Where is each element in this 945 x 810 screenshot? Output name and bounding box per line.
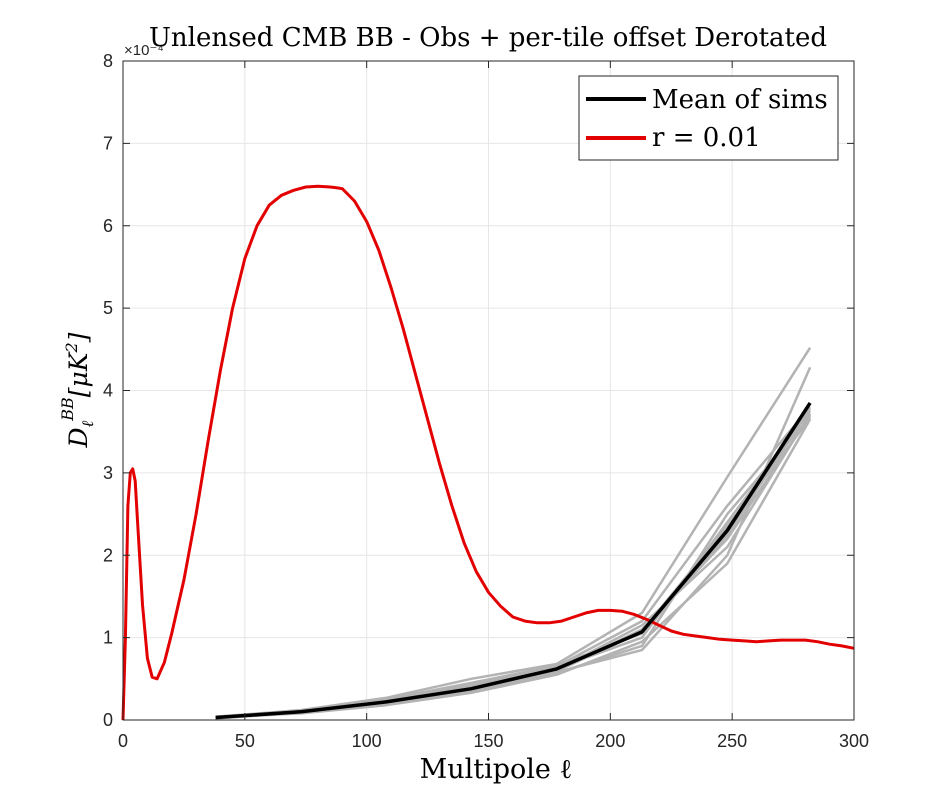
y-tick-label: 7 xyxy=(103,133,113,153)
legend: Mean of sims r = 0.01 xyxy=(578,75,839,161)
y-axis-label-sub: ℓ xyxy=(78,420,97,427)
y-axis-label-sup: BB xyxy=(58,397,77,422)
series-line-theory xyxy=(121,184,855,721)
y-tick-label: 0 xyxy=(103,710,113,730)
legend-box xyxy=(578,75,839,161)
sim-realization-line xyxy=(215,407,812,718)
x-tick-label: 300 xyxy=(839,731,869,751)
x-axis-label: Multipole ℓ xyxy=(420,754,573,785)
x-tick-label: 0 xyxy=(118,731,128,751)
y-axis-label-main: D xyxy=(64,427,93,448)
y-tick-label: 3 xyxy=(103,463,113,483)
x-tick-label: 50 xyxy=(235,731,255,751)
y-tick-label: 4 xyxy=(103,381,113,401)
x-tick-label: 100 xyxy=(352,731,382,751)
y-scale-label: ×10⁻⁴ xyxy=(124,42,164,59)
x-axis-ticks: 0 50 100 150 200 250 300 xyxy=(118,61,869,751)
series-line-mean xyxy=(215,401,812,720)
chart-title: Unlensed CMB BB - Obs + per-tile offset … xyxy=(149,23,827,53)
y-tick-label: 1 xyxy=(103,628,113,648)
y-tick-label: 8 xyxy=(103,51,113,71)
legend-label-mean: Mean of sims xyxy=(652,85,828,115)
y-axis-label-unit: [μK xyxy=(64,351,93,397)
x-tick-label: 250 xyxy=(717,731,747,751)
y-tick-label: 6 xyxy=(103,216,113,236)
legend-label-theory: r = 0.01 xyxy=(652,123,761,153)
y-axis-label-unit-close: ] xyxy=(64,332,93,343)
x-tick-label: 150 xyxy=(473,731,503,751)
y-tick-label: 5 xyxy=(103,298,113,318)
y-tick-label: 2 xyxy=(103,545,113,565)
y-axis-label: DℓBB[μK2] xyxy=(58,332,97,448)
x-tick-label: 200 xyxy=(595,731,625,751)
y-axis-label-unit-sup: 2 xyxy=(62,342,81,353)
series-lines xyxy=(121,184,855,721)
y-axis-ticks: 0 1 2 3 4 5 6 7 8 xyxy=(103,51,854,730)
